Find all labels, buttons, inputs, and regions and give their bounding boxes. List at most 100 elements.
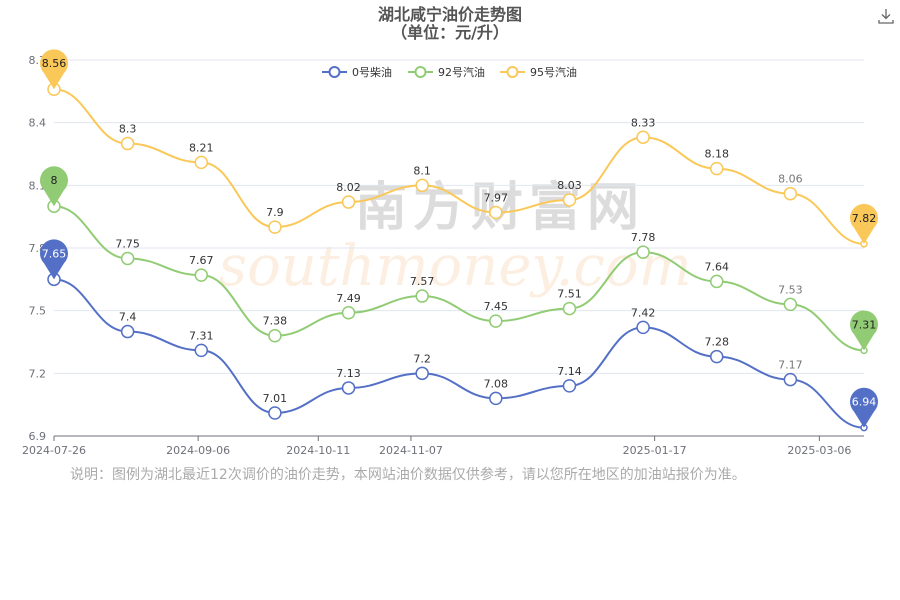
data-label: 7.53 [778, 283, 803, 296]
x-axis: 2024-07-26 2024-09-06 2024-10-11 2024-11-07… [22, 436, 851, 457]
data-point [562, 301, 577, 316]
data-label: 7.28 [704, 336, 729, 349]
data-label: 7.17 [778, 359, 803, 372]
marker-pin-label: 7.31 [852, 318, 877, 331]
legend-label: 0号柴油 [352, 65, 392, 79]
chart-subtitle: （单位：元/升） [391, 23, 509, 42]
marker-pin-shape [40, 49, 68, 90]
series-1 [47, 199, 868, 355]
data-point [562, 193, 577, 207]
data-point [489, 314, 503, 328]
data-label: 7.38 [263, 315, 288, 328]
series-line [53, 278, 865, 429]
data-label: 7.45 [484, 300, 509, 313]
marker-pin-shape [850, 203, 878, 244]
series-2 [47, 82, 868, 248]
data-label: 7.13 [336, 367, 361, 380]
marker-pin-shape [849, 310, 878, 351]
legend-label: 92号汽油 [438, 65, 485, 79]
x-tick-label: 2025-01-17 [623, 444, 687, 457]
y-tick-label: 6.9 [29, 430, 47, 443]
y-tick-label: 7.2 [29, 367, 47, 380]
legend-item[interactable]: 92号汽油 [408, 65, 485, 79]
data-point [268, 220, 282, 234]
marker-pin: 7.31 [849, 310, 878, 351]
download-icon[interactable] [876, 6, 896, 26]
chart-note: 说明：图例为湖北最近12次调价的油价走势，本网站油价数据仅供参考，请以您所在地区… [70, 467, 746, 483]
marker-pin-label: 7.65 [42, 247, 67, 260]
data-label: 8.03 [557, 179, 582, 192]
chart-title: 湖北咸宁油价走势图 [378, 5, 522, 24]
data-label: 7.42 [631, 306, 656, 319]
data-label: 7.9 [266, 206, 284, 219]
data-label: 7.4 [119, 311, 137, 324]
data-point [341, 381, 356, 395]
series-layer [47, 82, 868, 432]
x-tick-label: 2024-10-11 [286, 444, 350, 457]
data-label: 8.18 [704, 148, 729, 161]
legend-item[interactable]: 95号汽油 [500, 65, 577, 79]
data-label: 8.33 [631, 116, 656, 129]
data-label: 7.67 [189, 254, 214, 267]
series-line [53, 88, 865, 245]
data-point [341, 306, 356, 320]
marker-pin: 6.94 [849, 387, 878, 428]
data-label: 7.75 [115, 237, 140, 250]
data-point [415, 178, 429, 193]
data-label: 7.49 [336, 292, 361, 305]
y-tick-label: 7.5 [29, 305, 47, 318]
data-point [268, 406, 282, 420]
data-label: 7.01 [263, 392, 288, 405]
data-label: 8.02 [336, 181, 361, 194]
grid [54, 59, 864, 437]
data-point [783, 186, 798, 201]
data-point [783, 297, 798, 312]
marker-pin: 7.82 [850, 203, 878, 244]
data-point [120, 136, 135, 151]
marker-pin: 8.56 [40, 49, 68, 90]
data-point [783, 372, 798, 387]
marker-pin-label: 8.56 [42, 57, 67, 70]
data-label: 8.06 [778, 173, 803, 186]
data-point [489, 391, 503, 406]
data-point [341, 195, 356, 209]
x-tick-label: 2024-09-06 [166, 444, 230, 457]
series-line [53, 205, 865, 352]
x-tick-label: 2025-03-06 [787, 444, 851, 457]
data-point [709, 349, 724, 364]
data-label: 7.64 [704, 260, 729, 273]
data-label: 7.97 [484, 191, 509, 204]
watermark-en: southmoney.com [218, 234, 691, 299]
data-label: 8.21 [189, 141, 214, 154]
data-point [120, 324, 135, 339]
marker-pin: 8 [40, 166, 68, 207]
data-label: 7.51 [557, 288, 582, 301]
markers: 7.65 6.94 8 7.31 8.56 7.82 [40, 49, 878, 428]
data-point [636, 245, 650, 259]
data-label: 7.31 [189, 329, 214, 342]
legend-marker [506, 66, 519, 78]
legend-label: 95号汽油 [530, 65, 577, 79]
x-tick-label: 2024-11-07 [379, 444, 443, 457]
data-label: 7.57 [410, 275, 435, 288]
data-point [120, 251, 135, 266]
data-point [194, 155, 209, 170]
data-label: 8.3 [119, 123, 137, 136]
data-point [268, 328, 282, 343]
data-label: 7.78 [631, 231, 656, 244]
legend-marker [328, 66, 341, 78]
marker-pin-label: 7.82 [852, 212, 877, 225]
data-point [194, 343, 209, 358]
data-point [636, 130, 650, 145]
data-point [709, 161, 724, 176]
data-label: 7.08 [484, 377, 509, 390]
legend-item[interactable]: 0号柴油 [322, 65, 392, 79]
data-point [194, 268, 209, 282]
marker-pin-shape [40, 166, 68, 207]
legend[interactable]: 0号柴油 92号汽油 95号汽油 [322, 65, 577, 79]
x-tick-label: 2024-07-26 [22, 444, 86, 457]
data-label: 7.2 [413, 352, 431, 365]
data-point [415, 289, 429, 303]
data-label: 7.14 [557, 365, 582, 378]
